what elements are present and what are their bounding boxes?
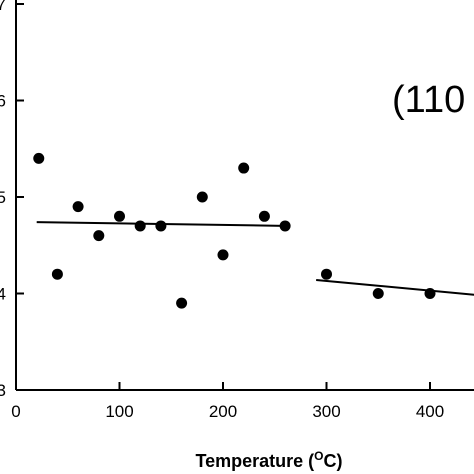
data-point bbox=[176, 297, 188, 309]
x-tick-label: 200 bbox=[209, 402, 237, 421]
data-point bbox=[51, 268, 63, 280]
data-point bbox=[279, 220, 291, 232]
y-axis-ticks: 3 4 5 6 7 bbox=[0, 0, 24, 400]
data-point bbox=[217, 249, 229, 261]
data-point bbox=[372, 288, 384, 299]
data-point bbox=[258, 210, 270, 222]
data-point bbox=[321, 268, 332, 280]
x-axis-title: Temperature (OC) bbox=[195, 449, 342, 471]
y-tick-label: 3 bbox=[0, 381, 6, 400]
y-tick-label: 7 bbox=[0, 0, 6, 14]
data-point bbox=[155, 220, 167, 232]
data-points bbox=[33, 152, 436, 309]
y-tick-label: 4 bbox=[0, 285, 6, 304]
x-axis-title-suffix: C) bbox=[324, 451, 343, 471]
x-tick-label: 300 bbox=[312, 402, 340, 421]
x-tick-label: 0 bbox=[11, 402, 20, 421]
x-tick-label: 400 bbox=[416, 402, 444, 421]
data-point bbox=[424, 288, 436, 299]
x-tick-label: 100 bbox=[105, 402, 133, 421]
data-point bbox=[238, 162, 250, 174]
data-point bbox=[93, 230, 105, 242]
data-point bbox=[114, 210, 125, 222]
data-point bbox=[72, 201, 84, 213]
x-axis-ticks: 0 100 200 300 400 bbox=[11, 382, 444, 421]
x-axis-title-main: Temperature ( bbox=[195, 451, 314, 471]
data-point bbox=[33, 152, 45, 164]
panel-label: (110 bbox=[392, 79, 465, 121]
fit-line bbox=[316, 278, 474, 296]
data-point bbox=[196, 191, 208, 203]
data-point bbox=[134, 220, 146, 232]
y-tick-label: 6 bbox=[0, 92, 6, 111]
y-tick-label: 5 bbox=[0, 188, 6, 207]
x-axis-title-superscript: O bbox=[314, 449, 323, 463]
